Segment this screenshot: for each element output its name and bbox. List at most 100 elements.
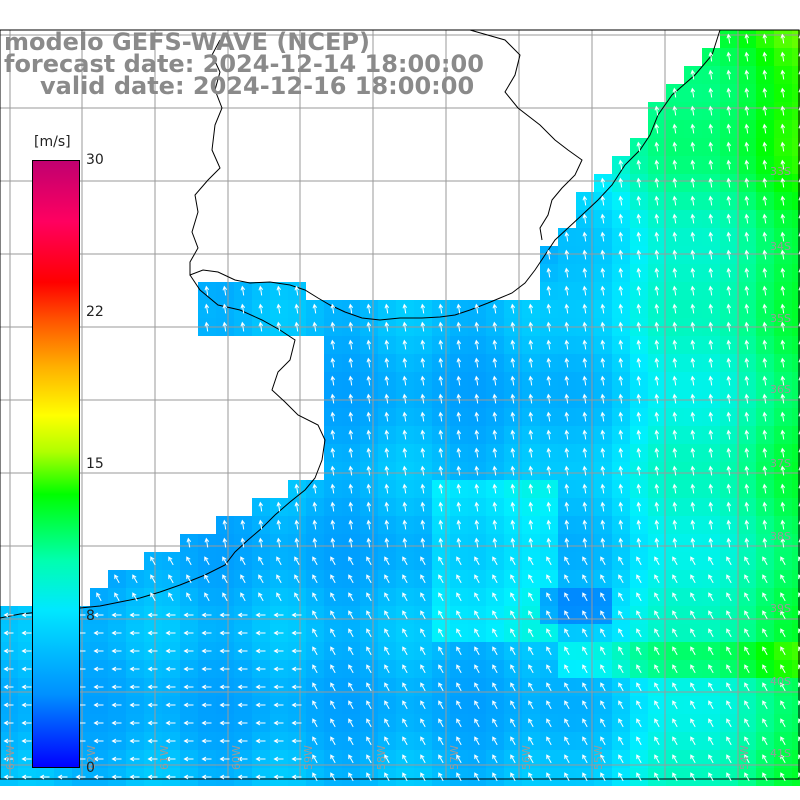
wind-arrow xyxy=(708,159,714,170)
wind-arrow xyxy=(384,682,390,692)
wind-arrow xyxy=(798,375,800,381)
wind-arrow xyxy=(600,357,606,368)
wind-arrow xyxy=(147,774,158,780)
wind-arrow xyxy=(204,537,210,548)
wind-arrow xyxy=(654,736,660,746)
wind-cell xyxy=(792,408,800,426)
wind-arrow xyxy=(474,556,480,566)
wind-arrow xyxy=(273,774,284,780)
wind-arrow xyxy=(654,483,660,494)
wind-arrow xyxy=(672,267,678,278)
lat-label: 36S xyxy=(770,383,791,396)
wind-arrow xyxy=(672,303,678,314)
wind-arrow xyxy=(474,483,480,494)
wind-arrow xyxy=(237,612,248,618)
wind-arrow xyxy=(618,772,624,782)
wind-arrow xyxy=(111,684,122,690)
wind-arrow xyxy=(528,519,534,530)
wind-arrow xyxy=(654,159,660,170)
wind-arrow xyxy=(384,772,390,782)
wind-arrow xyxy=(654,321,660,332)
wind-arrow xyxy=(546,592,552,602)
wind-arrow xyxy=(582,357,588,368)
wind-arrow xyxy=(672,754,678,764)
wind-arrow xyxy=(654,519,660,530)
wind-arrow xyxy=(600,321,606,332)
wind-arrow xyxy=(654,375,660,386)
wind-arrow xyxy=(186,556,192,566)
wind-arrow xyxy=(762,736,768,746)
wind-arrow xyxy=(348,501,354,512)
wind-arrow xyxy=(330,592,336,602)
wind-arrow xyxy=(492,447,498,458)
wind-arrow xyxy=(798,177,800,183)
wind-arrow xyxy=(510,339,516,350)
wind-arrow xyxy=(456,303,462,314)
wind-arrow xyxy=(237,756,248,762)
wind-arrow xyxy=(708,249,714,260)
wind-arrow xyxy=(582,339,588,350)
wind-arrow xyxy=(726,249,732,260)
wind-arrow xyxy=(330,628,336,638)
wind-arrow xyxy=(798,87,800,93)
wind-arrow xyxy=(255,756,266,762)
wind-arrow xyxy=(762,141,768,152)
wind-arrow xyxy=(744,700,750,710)
wind-arrow xyxy=(492,321,498,332)
wind-arrow xyxy=(402,646,408,656)
wind-arrow xyxy=(780,519,786,530)
wind-arrow xyxy=(93,612,104,618)
wind-arrow xyxy=(258,501,264,512)
wind-arrow xyxy=(510,664,516,674)
wind-cell xyxy=(792,588,800,606)
wind-arrow xyxy=(330,772,336,782)
wind-arrow xyxy=(312,483,318,494)
wind-arrow xyxy=(744,537,750,548)
wind-arrow xyxy=(111,702,122,708)
wind-arrow xyxy=(402,556,408,566)
wind-arrow xyxy=(129,774,140,780)
wind-arrow xyxy=(204,592,210,602)
wind-arrow xyxy=(312,646,318,656)
wind-arrow xyxy=(708,231,714,242)
wind-arrow xyxy=(474,303,480,314)
wind-arrow xyxy=(564,682,570,692)
wind-arrow xyxy=(528,610,534,620)
wind-arrow xyxy=(201,648,212,654)
wind-arrow xyxy=(150,574,156,584)
wind-arrow xyxy=(348,664,354,674)
lon-label: 61W xyxy=(158,745,171,770)
wind-arrow xyxy=(240,321,246,332)
wind-arrow xyxy=(222,556,228,566)
wind-arrow xyxy=(291,774,302,780)
wind-arrow xyxy=(636,592,642,602)
wind-arrow xyxy=(780,736,786,746)
wind-arrow xyxy=(618,393,624,404)
wind-arrow xyxy=(438,465,444,476)
wind-arrow xyxy=(165,684,176,690)
wind-arrow xyxy=(582,213,588,224)
wind-arrow xyxy=(384,646,390,656)
wind-arrow xyxy=(582,574,588,584)
wind-arrow xyxy=(546,285,552,296)
wind-arrow xyxy=(147,648,158,654)
wind-arrow xyxy=(93,702,104,708)
wind-arrow xyxy=(690,339,696,350)
wind-arrow xyxy=(546,321,552,332)
wind-arrow xyxy=(348,646,354,656)
lon-label: 56W xyxy=(520,745,533,770)
wind-arrow xyxy=(384,375,390,386)
wind-arrow xyxy=(582,664,588,674)
wind-arrow xyxy=(690,87,696,98)
wind-arrow xyxy=(330,321,336,332)
wind-arrow xyxy=(780,303,786,314)
wind-arrow xyxy=(780,646,786,656)
wind-arrow xyxy=(546,664,552,674)
wind-arrow xyxy=(492,393,498,404)
wind-arrow xyxy=(564,249,570,260)
wind-arrow xyxy=(348,537,354,548)
colorbar-tick-15: 15 xyxy=(86,456,104,472)
wind-arrow xyxy=(438,483,444,494)
wind-arrow xyxy=(798,357,800,363)
wind-arrow xyxy=(255,648,266,654)
